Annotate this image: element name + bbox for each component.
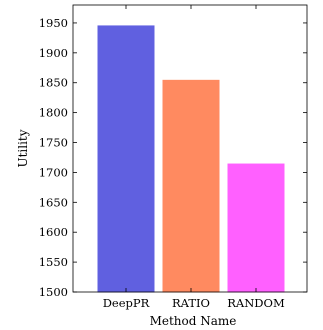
y-tick-label: 1650 (39, 195, 68, 209)
y-tick-label: 1550 (39, 255, 68, 269)
y-axis-ticks: 1500 1550 1600 1650 1700 1750 1800 1850 1900 1950 (39, 16, 307, 299)
plot-frame (72, 4, 308, 293)
y-axis-label: Utility (16, 129, 30, 167)
y-tick-label: 1800 (39, 106, 68, 120)
y-tick-label: 1500 (39, 285, 68, 299)
x-tick-label: RATIO (172, 296, 210, 310)
x-tick-label: DeepPR (103, 296, 150, 310)
bar-ratio (162, 79, 220, 293)
bar-deeppr (97, 25, 155, 293)
y-tick-label: 1750 (39, 136, 68, 150)
bar-random (227, 163, 285, 293)
y-tick-label: 1900 (39, 46, 68, 60)
y-tick-label: 1850 (39, 76, 68, 90)
y-tick-label: 1700 (39, 165, 68, 179)
bars (97, 25, 285, 293)
y-tick-label: 1600 (39, 225, 68, 239)
y-tick-label: 1950 (39, 16, 68, 30)
x-tick-label: RANDOM (227, 296, 285, 310)
x-axis-ticks: DeepPR RATIO RANDOM (103, 5, 285, 310)
x-axis-label: Method Name (150, 314, 237, 328)
